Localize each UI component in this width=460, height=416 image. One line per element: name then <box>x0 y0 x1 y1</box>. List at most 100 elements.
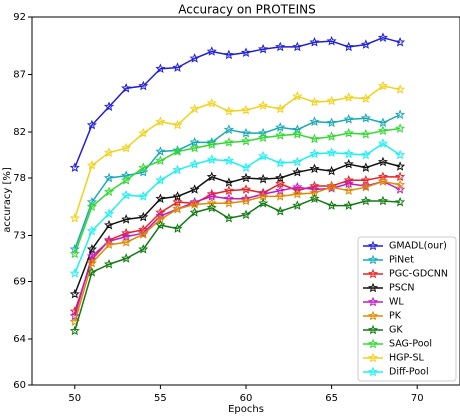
data-point-diff-pool <box>275 157 286 168</box>
data-point-gk <box>223 212 234 223</box>
data-point-diff-pool <box>69 268 80 278</box>
data-point-sag-pool <box>309 133 320 144</box>
legend-marker <box>367 366 379 377</box>
data-point-sag-pool <box>292 129 303 139</box>
data-point-diff-pool <box>172 164 183 175</box>
data-point-gmadl-our <box>223 49 234 60</box>
legend-marker <box>367 268 379 279</box>
data-point-diff-pool <box>309 148 320 159</box>
data-point-diff-pool <box>206 154 217 164</box>
data-point-hgp-sl <box>360 93 371 103</box>
data-point-diff-pool <box>155 175 166 185</box>
data-point-pscn <box>155 193 166 203</box>
data-point-wl <box>395 184 406 194</box>
data-point-hgp-sl <box>121 142 132 153</box>
data-point-gk <box>377 195 388 206</box>
data-point-diff-pool <box>189 158 200 169</box>
data-point-hgp-sl <box>104 147 115 157</box>
data-point-wl <box>309 184 320 194</box>
legend-item: HGP-SL <box>363 353 424 364</box>
data-point-gmadl-our <box>121 83 132 93</box>
data-point-gmadl-our <box>360 39 371 49</box>
x-tick-label: 55 <box>154 393 167 404</box>
legend-marker <box>367 338 379 349</box>
legend-marker <box>367 310 379 321</box>
legend-marker <box>367 282 379 293</box>
data-point-diff-pool <box>86 225 97 236</box>
data-point-sag-pool <box>275 130 286 140</box>
series-line-pk <box>74 180 401 322</box>
data-point-hgp-sl <box>223 106 234 116</box>
data-point-pinet <box>223 124 234 134</box>
data-point-pgc-gdcnn <box>240 184 252 194</box>
data-point-sag-pool <box>155 155 166 166</box>
legend-label: PK <box>389 311 402 322</box>
data-point-pscn <box>104 219 115 230</box>
data-point-pscn <box>343 158 354 169</box>
data-point-pscn <box>395 161 406 171</box>
legend-marker <box>367 324 379 335</box>
legend-marker <box>367 352 379 363</box>
y-tick-label: 73 <box>13 231 26 242</box>
data-point-pscn <box>258 173 269 184</box>
data-point-pinet <box>104 172 115 183</box>
data-point-pk <box>292 188 303 199</box>
data-point-sag-pool <box>69 248 80 259</box>
legend-label: HGP-SL <box>389 353 424 364</box>
data-point-sag-pool <box>240 135 252 146</box>
data-point-gk <box>189 207 200 217</box>
data-point-hgp-sl <box>206 97 217 108</box>
data-point-gk <box>395 196 406 207</box>
data-point-pinet <box>377 117 388 128</box>
data-point-pk <box>377 176 388 186</box>
data-point-diff-pool <box>223 155 234 166</box>
data-point-hgp-sl <box>258 100 269 110</box>
legend-label: PGC-GDCNN <box>389 269 448 280</box>
data-point-sag-pool <box>395 123 406 133</box>
data-point-gmadl-our <box>206 46 217 56</box>
y-tick-label: 78 <box>13 173 26 184</box>
data-point-pinet <box>395 109 406 120</box>
data-point-gmadl-our <box>86 119 97 130</box>
legend-item: WL <box>363 297 404 308</box>
legend-label: Diff-Pool <box>389 367 429 378</box>
data-point-pinet <box>360 112 371 123</box>
data-point-gk <box>343 200 354 210</box>
data-point-pscn <box>189 184 200 194</box>
data-point-hgp-sl <box>343 92 354 102</box>
data-point-gmadl-our <box>275 41 286 52</box>
data-point-pgc-gdcnn <box>223 185 234 195</box>
y-tick-label: 92 <box>13 12 26 23</box>
data-point-pk <box>360 181 371 192</box>
data-point-diff-pool <box>121 189 132 200</box>
data-point-hgp-sl <box>172 119 183 130</box>
data-point-sag-pool <box>377 125 388 136</box>
y-tick-label: 60 <box>13 380 26 391</box>
data-point-hgp-sl <box>275 103 286 114</box>
data-point-gmadl-our <box>326 35 337 46</box>
data-point-pk <box>138 229 149 239</box>
series-pk <box>69 176 406 327</box>
y-axis-title: accuracy [%] <box>2 167 13 233</box>
data-point-hgp-sl <box>155 116 166 126</box>
data-point-pscn <box>292 166 303 177</box>
x-axis-title: Epochs <box>228 404 264 415</box>
data-point-gmadl-our <box>395 37 406 47</box>
legend-label: SAG-Pool <box>389 339 432 350</box>
data-point-pgc-gdcnn <box>121 227 132 238</box>
data-point-hgp-sl <box>395 84 406 94</box>
data-point-pscn <box>240 172 252 183</box>
data-point-pgc-gdcnn <box>343 175 354 185</box>
legend-label: WL <box>389 297 404 308</box>
data-point-diff-pool <box>377 138 388 148</box>
legend: GMADL(our) PiNet PGC-GDCNN PSCN WL PK GK SAG-Po… <box>357 236 457 382</box>
data-point-pscn <box>275 172 286 183</box>
data-point-sag-pool <box>326 131 337 141</box>
data-point-sag-pool <box>343 127 354 138</box>
data-point-pinet <box>240 127 252 138</box>
data-point-pinet <box>326 117 337 128</box>
data-point-sag-pool <box>121 175 132 185</box>
x-tick-label: 65 <box>325 393 338 404</box>
data-point-pinet <box>309 116 320 126</box>
